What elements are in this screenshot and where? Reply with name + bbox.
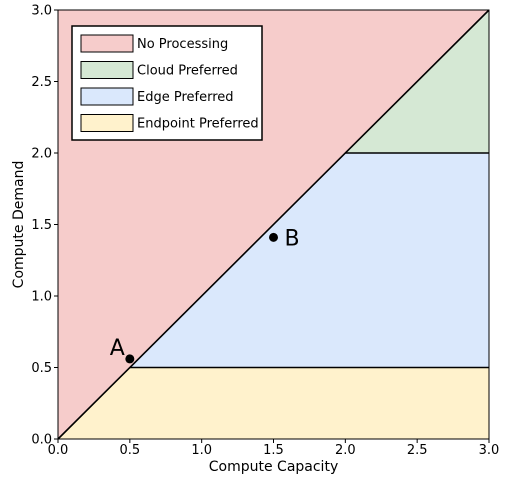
x-tick-label: 3.0 <box>479 443 500 458</box>
legend-label-no-processing: No Processing <box>137 37 228 52</box>
x-tick-label: 1.0 <box>191 443 212 458</box>
region-edge-preferred <box>129 153 490 368</box>
x-tick-label: 0.0 <box>48 443 69 458</box>
x-tick-label: 0.5 <box>119 443 140 458</box>
legend-label-endpoint-preferred: Endpoint Preferred <box>137 117 259 132</box>
y-tick-label: 0.5 <box>31 361 52 376</box>
y-tick-label: 2.0 <box>31 147 52 162</box>
point-a <box>125 354 135 364</box>
y-axis-label: Compute Demand <box>11 161 27 289</box>
chart-boundaries <box>57 9 490 440</box>
y-tick-label: 1.0 <box>31 290 52 305</box>
region-endpoint-preferred <box>58 367 489 439</box>
legend-label-cloud-preferred: Cloud Preferred <box>137 64 238 79</box>
y-tick-label: 0.0 <box>31 433 52 448</box>
x-tick-label: 2.0 <box>335 443 356 458</box>
legend-label-edge-preferred: Edge Preferred <box>137 90 234 105</box>
data-points: AB <box>110 226 300 364</box>
point-label-b: B <box>285 226 300 251</box>
legend-swatch-cloud-preferred <box>80 61 134 79</box>
x-tick-label: 2.5 <box>407 443 428 458</box>
legend-swatch-endpoint-preferred <box>80 114 134 132</box>
legend: No Processing Cloud Preferred Edge Preferr… <box>71 25 263 141</box>
legend-swatch-no-processing <box>80 34 134 53</box>
point-label-a: A <box>110 336 125 361</box>
y-axis-ticks: 0.0 0.5 1.0 1.5 2.0 2.5 3.0 <box>31 4 58 448</box>
y-tick-label: 3.0 <box>31 4 52 19</box>
x-axis-ticks: 0.0 0.5 1.0 1.5 2.0 2.5 3.0 <box>48 439 500 458</box>
x-tick-label: 1.5 <box>263 443 284 458</box>
y-tick-label: 1.5 <box>31 218 52 233</box>
x-axis-label: Compute Capacity <box>209 459 338 475</box>
legend-swatch-edge-preferred <box>80 87 134 106</box>
y-tick-label: 2.5 <box>31 75 52 90</box>
point-b <box>269 232 278 242</box>
